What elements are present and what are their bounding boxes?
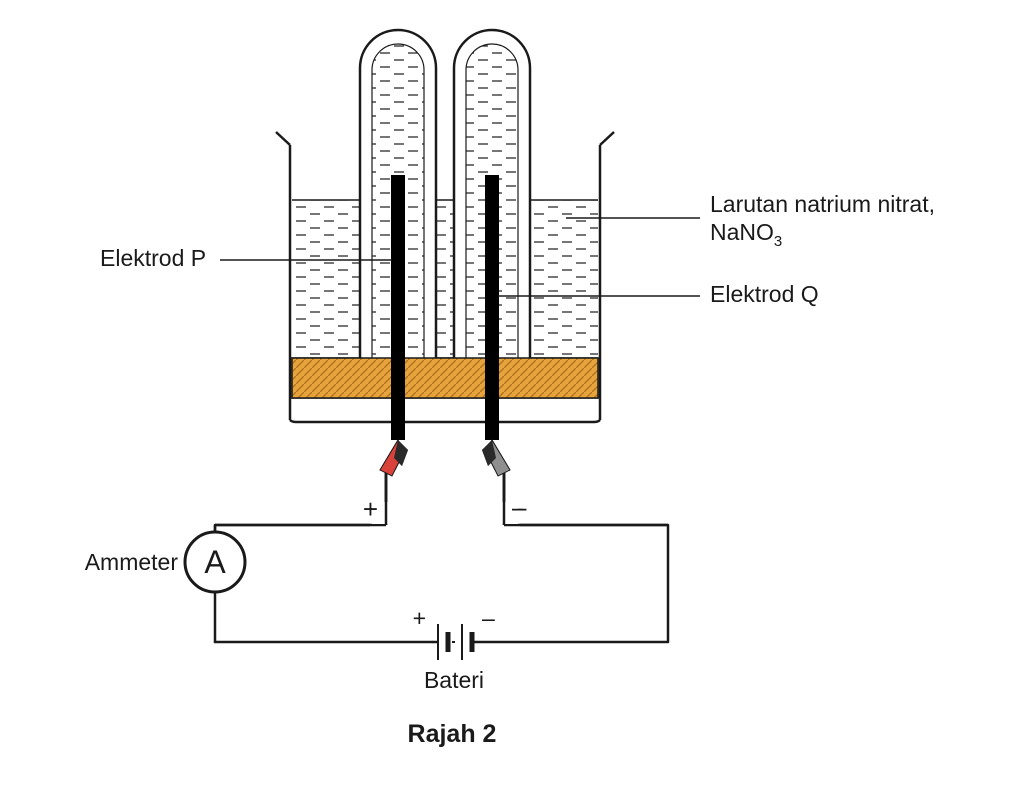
label-electrode-q: Elektrod Q (710, 281, 819, 307)
label-solution-line2: NaNO3 (710, 219, 782, 250)
label-electrode-p: Elektrod P (100, 245, 206, 271)
ammeter: A (185, 532, 245, 592)
battery-plus: + (413, 605, 426, 631)
label-ammeter: Ammeter (85, 549, 179, 575)
solution-region (292, 200, 598, 358)
figure-caption: Rajah 2 (408, 720, 497, 748)
electrolysis-diagram: A + – + – + – + – E (0, 0, 1024, 786)
ammeter-symbol: A (204, 544, 226, 580)
label-battery: Bateri (424, 667, 484, 693)
battery-minus: – (482, 605, 495, 631)
minus-sign: – (512, 492, 527, 522)
label-solution-line1: Larutan natrium nitrat, (710, 191, 935, 217)
plus-sign: + (363, 494, 378, 524)
